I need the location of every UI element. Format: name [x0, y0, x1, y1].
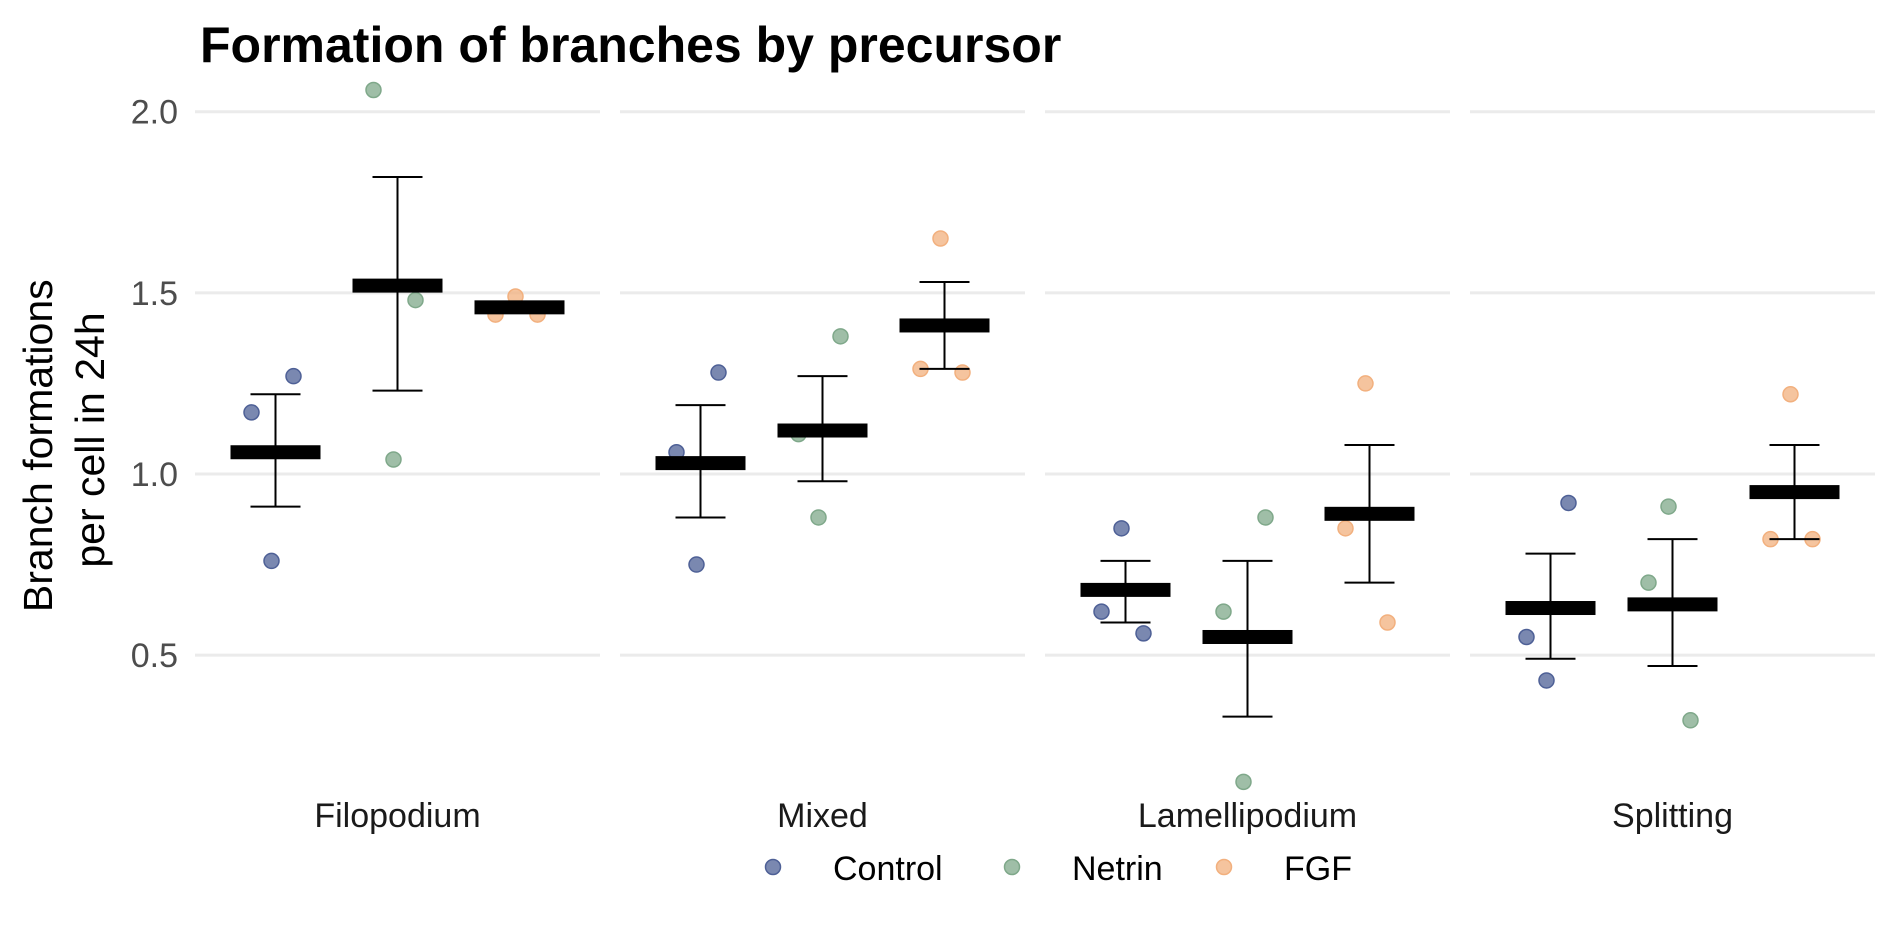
data-point	[810, 509, 827, 526]
data-point	[932, 230, 949, 247]
facet-panel: Filopodium	[195, 81, 600, 835]
legend-item: Control	[764, 850, 943, 888]
data-point	[285, 367, 302, 385]
data-point	[385, 451, 402, 468]
data-point	[1093, 603, 1110, 620]
y-tick-label: 1.0	[131, 456, 178, 494]
facet-panel: Lamellipodium	[1045, 110, 1450, 835]
mean-bar	[1202, 629, 1293, 644]
mean-bar	[655, 456, 746, 471]
legend-label: Netrin	[1072, 850, 1163, 888]
legend: Control Netrin FGF	[764, 850, 1352, 888]
data-point	[1357, 375, 1374, 392]
y-axis-title: Branch formations per cell in 24h	[15, 268, 113, 612]
y-tick-label: 1.5	[131, 275, 178, 313]
mean-bar	[899, 318, 990, 333]
data-point	[832, 328, 849, 345]
data-point	[1518, 628, 1535, 646]
data-point	[1257, 509, 1274, 526]
facet-label: Splitting	[1612, 797, 1733, 835]
plot-area: 0.5 1.0 1.5 2.0 Filopodium Mixed Lamellipodium…	[131, 81, 1875, 835]
legend-item: Netrin	[1003, 850, 1163, 888]
mean-bar	[1505, 601, 1596, 616]
legend-item: FGF	[1215, 850, 1352, 888]
data-point	[263, 552, 280, 570]
mean-bar	[230, 445, 321, 460]
facet-label: Mixed	[777, 797, 868, 835]
facet-label: Filopodium	[314, 797, 480, 835]
data-point	[365, 81, 382, 99]
data-point	[407, 291, 424, 309]
data-point	[1682, 712, 1699, 729]
legend-marker	[764, 858, 782, 876]
mean-bar	[352, 278, 443, 293]
mean-bar	[1324, 506, 1415, 521]
mean-bar	[1080, 582, 1171, 597]
data-point	[1538, 672, 1555, 689]
legend-marker	[1215, 858, 1233, 876]
chart-title: Formation of branches by precursor	[200, 17, 1061, 73]
data-point	[688, 556, 705, 573]
data-point	[1640, 574, 1657, 591]
data-point	[1560, 494, 1577, 512]
facet-label: Lamellipodium	[1138, 797, 1357, 835]
data-point	[1379, 614, 1396, 631]
y-axis-title-line-2: per cell in 24h	[67, 312, 113, 567]
data-point	[954, 364, 971, 381]
data-point	[1660, 498, 1677, 515]
data-point	[1215, 603, 1232, 620]
data-point	[1337, 520, 1354, 537]
mean-bar	[1627, 597, 1718, 612]
data-point	[710, 364, 727, 381]
y-tick-label: 2.0	[131, 94, 178, 132]
data-point	[1235, 773, 1252, 791]
data-point	[1113, 520, 1130, 537]
mean-bar	[777, 423, 868, 438]
legend-label: FGF	[1284, 850, 1352, 888]
data-point	[1135, 625, 1152, 642]
facet-panel: Splitting	[1470, 110, 1875, 835]
y-tick-label: 0.5	[131, 637, 178, 675]
mean-bar	[474, 300, 565, 315]
facet-panel: Mixed	[620, 110, 1025, 835]
legend-marker	[1003, 858, 1021, 876]
data-point	[1782, 386, 1799, 403]
legend-label: Control	[833, 850, 943, 888]
y-axis-title-line-1: Branch formations	[15, 279, 61, 612]
data-point	[243, 404, 260, 421]
mean-bar	[1749, 485, 1840, 500]
